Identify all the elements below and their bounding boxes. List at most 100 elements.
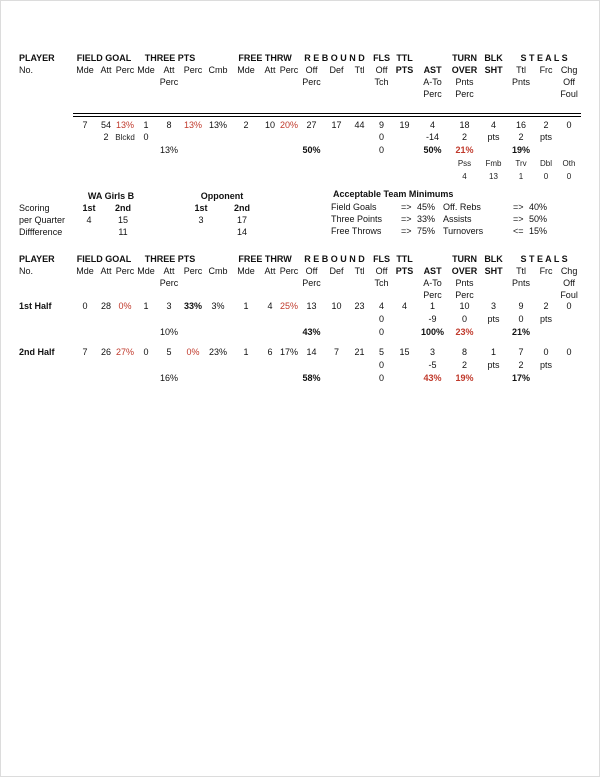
table-row: 2nd Half 7 26 27% 0 5 0% 23% 1 6 17% 14 7 21 5 15 3 8 1 7 0 0 (13, 346, 581, 359)
stats-cell (324, 144, 349, 157)
stats-cell: Mde (237, 265, 255, 276)
stats-cell (205, 88, 231, 100)
stats-cell (73, 326, 97, 339)
stats-cell: 19% (455, 373, 474, 383)
stats-cell (393, 88, 416, 100)
stats-cell (324, 170, 349, 183)
stats-cell (231, 157, 261, 170)
stats-cell: 15% (529, 225, 548, 236)
stats-cell: 13% (205, 113, 231, 131)
stats-cell (135, 144, 157, 157)
stats-cell (205, 359, 231, 372)
stats-cell (416, 52, 449, 64)
stats-cell: Foul (560, 88, 578, 99)
table-row: No. Mde Att Perc Mde Att Perc Cmb Mde Att Perc Off D… (13, 265, 581, 277)
stats-cell: 50% (423, 145, 442, 155)
stats-cell (299, 88, 324, 100)
stats-cell (261, 313, 279, 326)
stats-cell: TURN (452, 253, 478, 264)
stats-cell: FLS (373, 52, 391, 63)
stats-cell (279, 359, 299, 372)
stats-cell: 28 (100, 301, 111, 311)
table-row: PLAYER FIELD GOAL THREE PTS FREE THRW R E B… (13, 52, 581, 64)
stats-cell (324, 157, 349, 170)
stats-cell (13, 76, 73, 88)
stats-cell: Turnovers (443, 225, 484, 236)
stats-cell (97, 88, 115, 100)
stats-cell: Perc (183, 265, 203, 276)
stats-cell: 0% (186, 347, 200, 357)
stats-cell: PLAYER (19, 253, 55, 264)
stats-cell: 26 (100, 347, 111, 357)
stats-cell: Perc (455, 289, 474, 300)
stats-cell: 3 (198, 214, 204, 225)
stats-cell (115, 88, 135, 100)
stats-cell (13, 372, 73, 385)
stats-cell (416, 170, 449, 183)
stats-cell: per Quarter (19, 214, 66, 225)
stats-cell (97, 359, 115, 372)
stats-cell: Diffference (19, 226, 63, 237)
stats-cell (115, 157, 135, 170)
stats-cell: Def (329, 64, 344, 75)
stats-cell: 13% (159, 145, 178, 155)
stats-cell: 23% (208, 347, 227, 357)
table-row: WA Girls B Opponent (13, 190, 263, 202)
team-minimums-table: Field Goals => 45% Off. Rebs => 40% Three Poin… (331, 201, 559, 237)
stats-cell: Free Throws (331, 225, 382, 236)
stats-cell: 0 (378, 314, 384, 324)
stats-cell: R E B O U N D (304, 253, 365, 264)
stats-cell: FIELD GOAL (76, 52, 132, 63)
stats-cell (557, 359, 581, 372)
stats-cell (349, 326, 370, 339)
stats-cell: Att (163, 265, 175, 276)
table-row: 0 -9 0 pts 0 pts (13, 313, 581, 326)
stats-cell (349, 372, 370, 385)
stats-cell: 58% (302, 373, 321, 383)
stats-cell (135, 76, 157, 88)
table-row: Field Goals => 45% Off. Rebs => 40% (331, 201, 559, 213)
stats-cell (261, 359, 279, 372)
stats-cell: 0 (566, 172, 572, 181)
stats-cell (135, 326, 157, 339)
stats-cell (279, 88, 299, 100)
stats-cell (279, 326, 299, 339)
stats-cell (557, 144, 581, 157)
stats-cell (416, 157, 449, 170)
stats-cell: Att (100, 265, 112, 276)
stats-cell (261, 277, 279, 289)
stats-cell (299, 157, 324, 170)
stats-cell: 25% (279, 301, 298, 311)
stats-cell (205, 76, 231, 88)
stats-cell: 17% (511, 373, 530, 383)
stats-cell (349, 144, 370, 157)
stats-cell: FIELD GOAL (76, 253, 132, 264)
stats-cell: 1 (490, 347, 496, 357)
stats-cell: Att (100, 64, 112, 75)
stats-cell: Perc (115, 265, 135, 276)
stats-cell (115, 277, 135, 289)
stats-cell (535, 76, 557, 88)
stats-cell: 4 (416, 113, 449, 131)
stats-cell: Tch (374, 277, 389, 288)
stats-cell: 17% (279, 347, 298, 357)
stats-cell: 9 (518, 301, 524, 311)
stats-cell (324, 359, 349, 372)
stats-cell (157, 313, 181, 326)
stats-cell: 0% (118, 301, 132, 311)
stats-cell (13, 170, 73, 183)
stats-cell: Att (264, 265, 276, 276)
stats-cell (299, 313, 324, 326)
stats-cell: 1 (243, 347, 249, 357)
stats-cell (13, 131, 73, 144)
stats-cell: BLK (484, 253, 503, 264)
stats-cell (13, 88, 73, 100)
stats-cell: 3 (490, 301, 496, 311)
stats-cell: 4 (401, 301, 407, 311)
stats-cell (231, 88, 261, 100)
stats-cell: Perc (455, 88, 474, 99)
stats-cell: 2 (518, 132, 524, 142)
stats-cell: 2nd (114, 202, 131, 213)
stats-cell (13, 190, 77, 202)
